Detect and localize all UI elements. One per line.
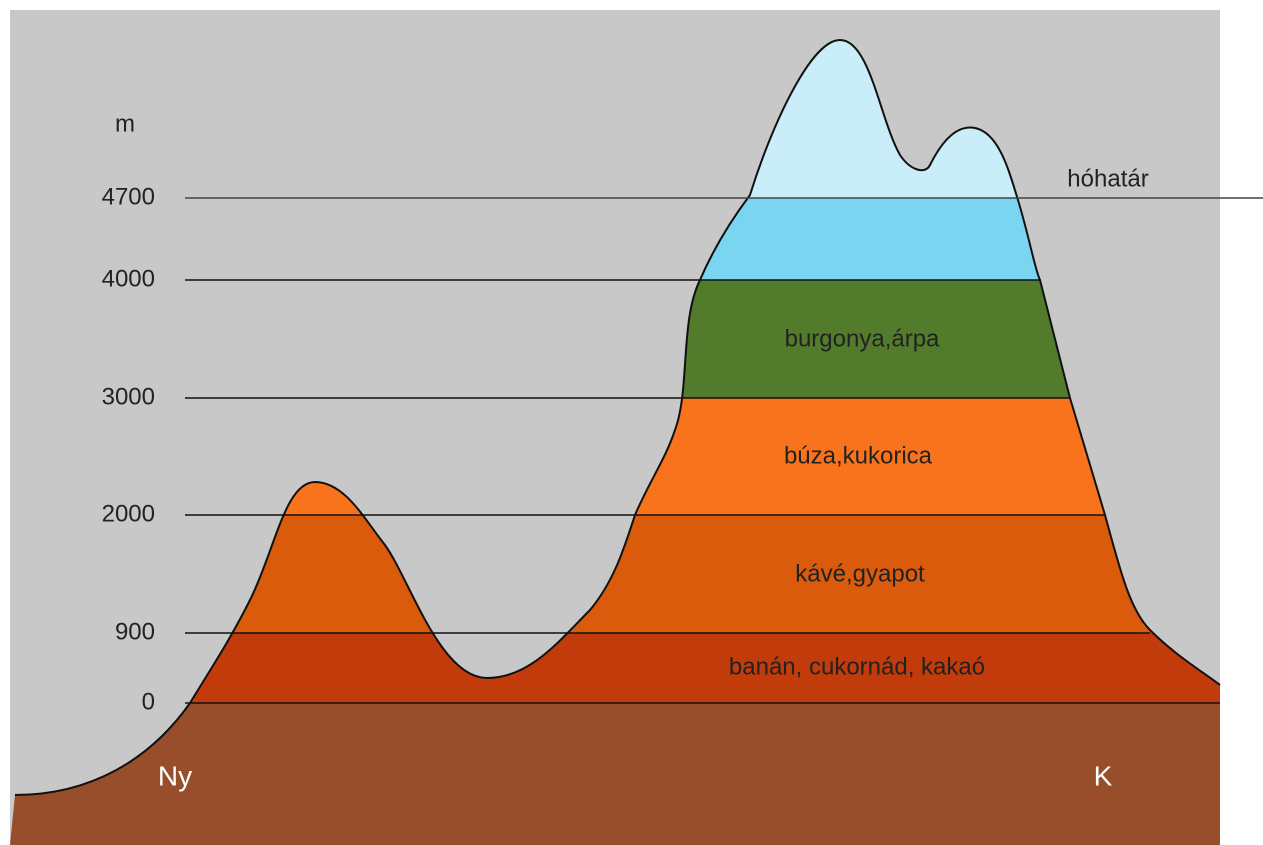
- level-label: 900: [115, 618, 155, 645]
- level-label: 2000: [102, 500, 155, 527]
- zone-label: búza,kukorica: [784, 442, 933, 469]
- diagram: m 4700 4000 3000 2000 900 0 hóhatár burg…: [0, 0, 1263, 845]
- zone-label: banán, cukornád, kakaó: [729, 653, 985, 680]
- unit-label: m: [115, 110, 135, 137]
- snow-line-label: hóhatár: [1067, 165, 1148, 192]
- direction-label: K: [1094, 760, 1113, 791]
- direction-label: Ny: [158, 760, 192, 791]
- level-label: 4700: [102, 183, 155, 210]
- zone-label: burgonya,árpa: [785, 325, 940, 352]
- level-label: 3000: [102, 383, 155, 410]
- level-label: 4000: [102, 265, 155, 292]
- level-label: 0: [142, 688, 155, 715]
- zone-label: kávé,gyapot: [795, 560, 925, 587]
